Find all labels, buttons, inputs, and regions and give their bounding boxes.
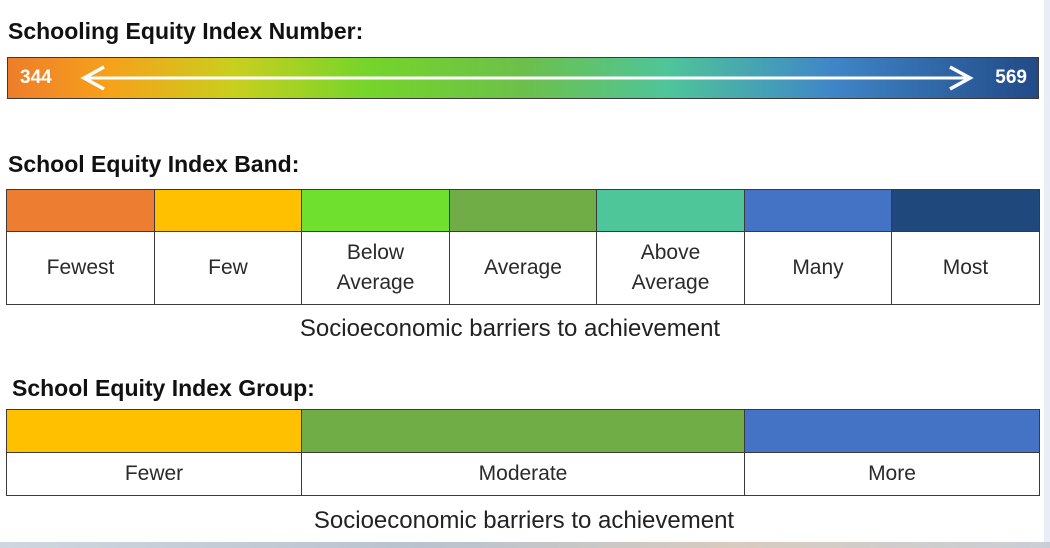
group-cell: More: [744, 409, 1040, 496]
group-cell: Moderate: [301, 409, 744, 496]
band-color-swatch: [745, 190, 891, 232]
group-cell: Fewer: [6, 409, 301, 496]
index-min-label: 344: [20, 67, 52, 88]
group-label: Moderate: [478, 462, 568, 485]
band-label: Fewest: [46, 256, 115, 279]
band-cell: Few: [154, 189, 301, 305]
band-color-swatch: [302, 190, 449, 232]
group-label: More: [868, 462, 916, 485]
group-color-swatch: [7, 410, 301, 453]
band-cell: Fewest: [6, 189, 154, 305]
band-color-swatch: [7, 190, 154, 232]
band-label: Many: [792, 256, 844, 279]
double-arrow-icon: [80, 65, 974, 91]
index-max-label: 569: [995, 67, 1027, 88]
band-cell: Many: [744, 189, 891, 305]
band-caption: Socioeconomic barriers to achievement: [299, 315, 721, 342]
band-cell: Most: [891, 189, 1040, 305]
band-cell: Above Average: [596, 189, 744, 305]
band-label: Below Average: [336, 241, 415, 294]
index-number-heading: Schooling Equity Index Number:: [8, 18, 364, 44]
group-color-swatch: [745, 410, 1039, 453]
group-label: Fewer: [124, 462, 184, 485]
band-cell: Average: [449, 189, 596, 305]
band-label: Average: [484, 256, 562, 279]
window-edge: [1044, 0, 1050, 548]
band-color-swatch: [155, 190, 301, 232]
band-color-swatch: [597, 190, 744, 232]
index-group-heading: School Equity Index Group:: [12, 375, 315, 401]
index-band-heading: School Equity Index Band:: [8, 151, 300, 177]
group-color-swatch: [302, 410, 744, 453]
group-caption: Socioeconomic barriers to achievement: [313, 507, 735, 534]
index-number-gradient-bar: 344 569: [7, 57, 1039, 99]
band-cell: Below Average: [301, 189, 449, 305]
window-bottom-edge: [0, 542, 1050, 548]
band-label: Most: [942, 256, 989, 279]
band-scale-table: Fewest Few Below Average Average Above Avera…: [6, 189, 1040, 305]
band-color-swatch: [450, 190, 596, 232]
band-color-swatch: [892, 190, 1039, 232]
band-label: Above Average: [631, 241, 710, 294]
group-scale-table: Fewer Moderate More: [6, 409, 1040, 496]
band-label: Few: [208, 256, 248, 279]
